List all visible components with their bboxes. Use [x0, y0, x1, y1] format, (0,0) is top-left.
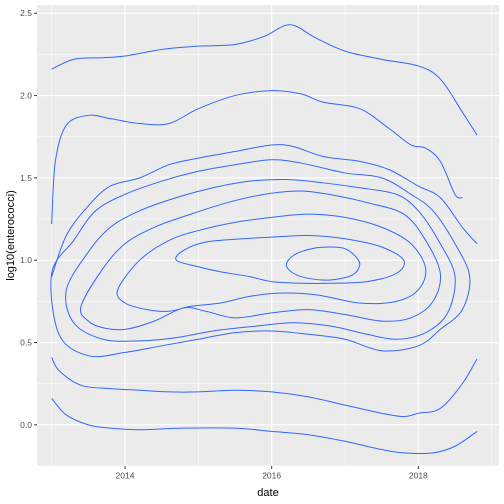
x-axis-title: date [257, 487, 278, 499]
y-axis-title: log10(enterococci) [5, 190, 17, 281]
y-tick-label: 1.5 [20, 173, 32, 183]
contour-line-10 [175, 234, 405, 284]
y-tick-label: 0.5 [20, 338, 32, 348]
contour-line-3 [51, 144, 478, 277]
y-tick-label: 2.5 [20, 8, 32, 18]
contour-line-11 [285, 246, 361, 281]
contour-line-6 [50, 159, 471, 358]
contour-line-7 [65, 178, 456, 342]
contour-line-1 [51, 24, 478, 136]
contour-line-4 [51, 357, 478, 418]
y-tick-label: 1.0 [20, 255, 32, 265]
plot-panel [37, 5, 499, 466]
x-axis-ticks: 2014 2016 2018 [116, 466, 428, 481]
y-axis-ticks: 0.0 0.5 1.0 1.5 2.0 2.5 [20, 8, 37, 430]
contour-line-5 [51, 398, 478, 454]
contour-lines [50, 24, 478, 454]
contour-line-8 [79, 190, 442, 331]
x-tick-label: 2016 [262, 471, 281, 481]
y-tick-label: 2.0 [20, 91, 32, 101]
grid-minor-lines [37, 5, 499, 467]
contour-line-2 [51, 90, 463, 224]
contour-line-9 [116, 213, 427, 312]
x-tick-label: 2018 [409, 471, 428, 481]
x-tick-label: 2014 [116, 471, 135, 481]
y-tick-label: 0.0 [20, 420, 32, 430]
